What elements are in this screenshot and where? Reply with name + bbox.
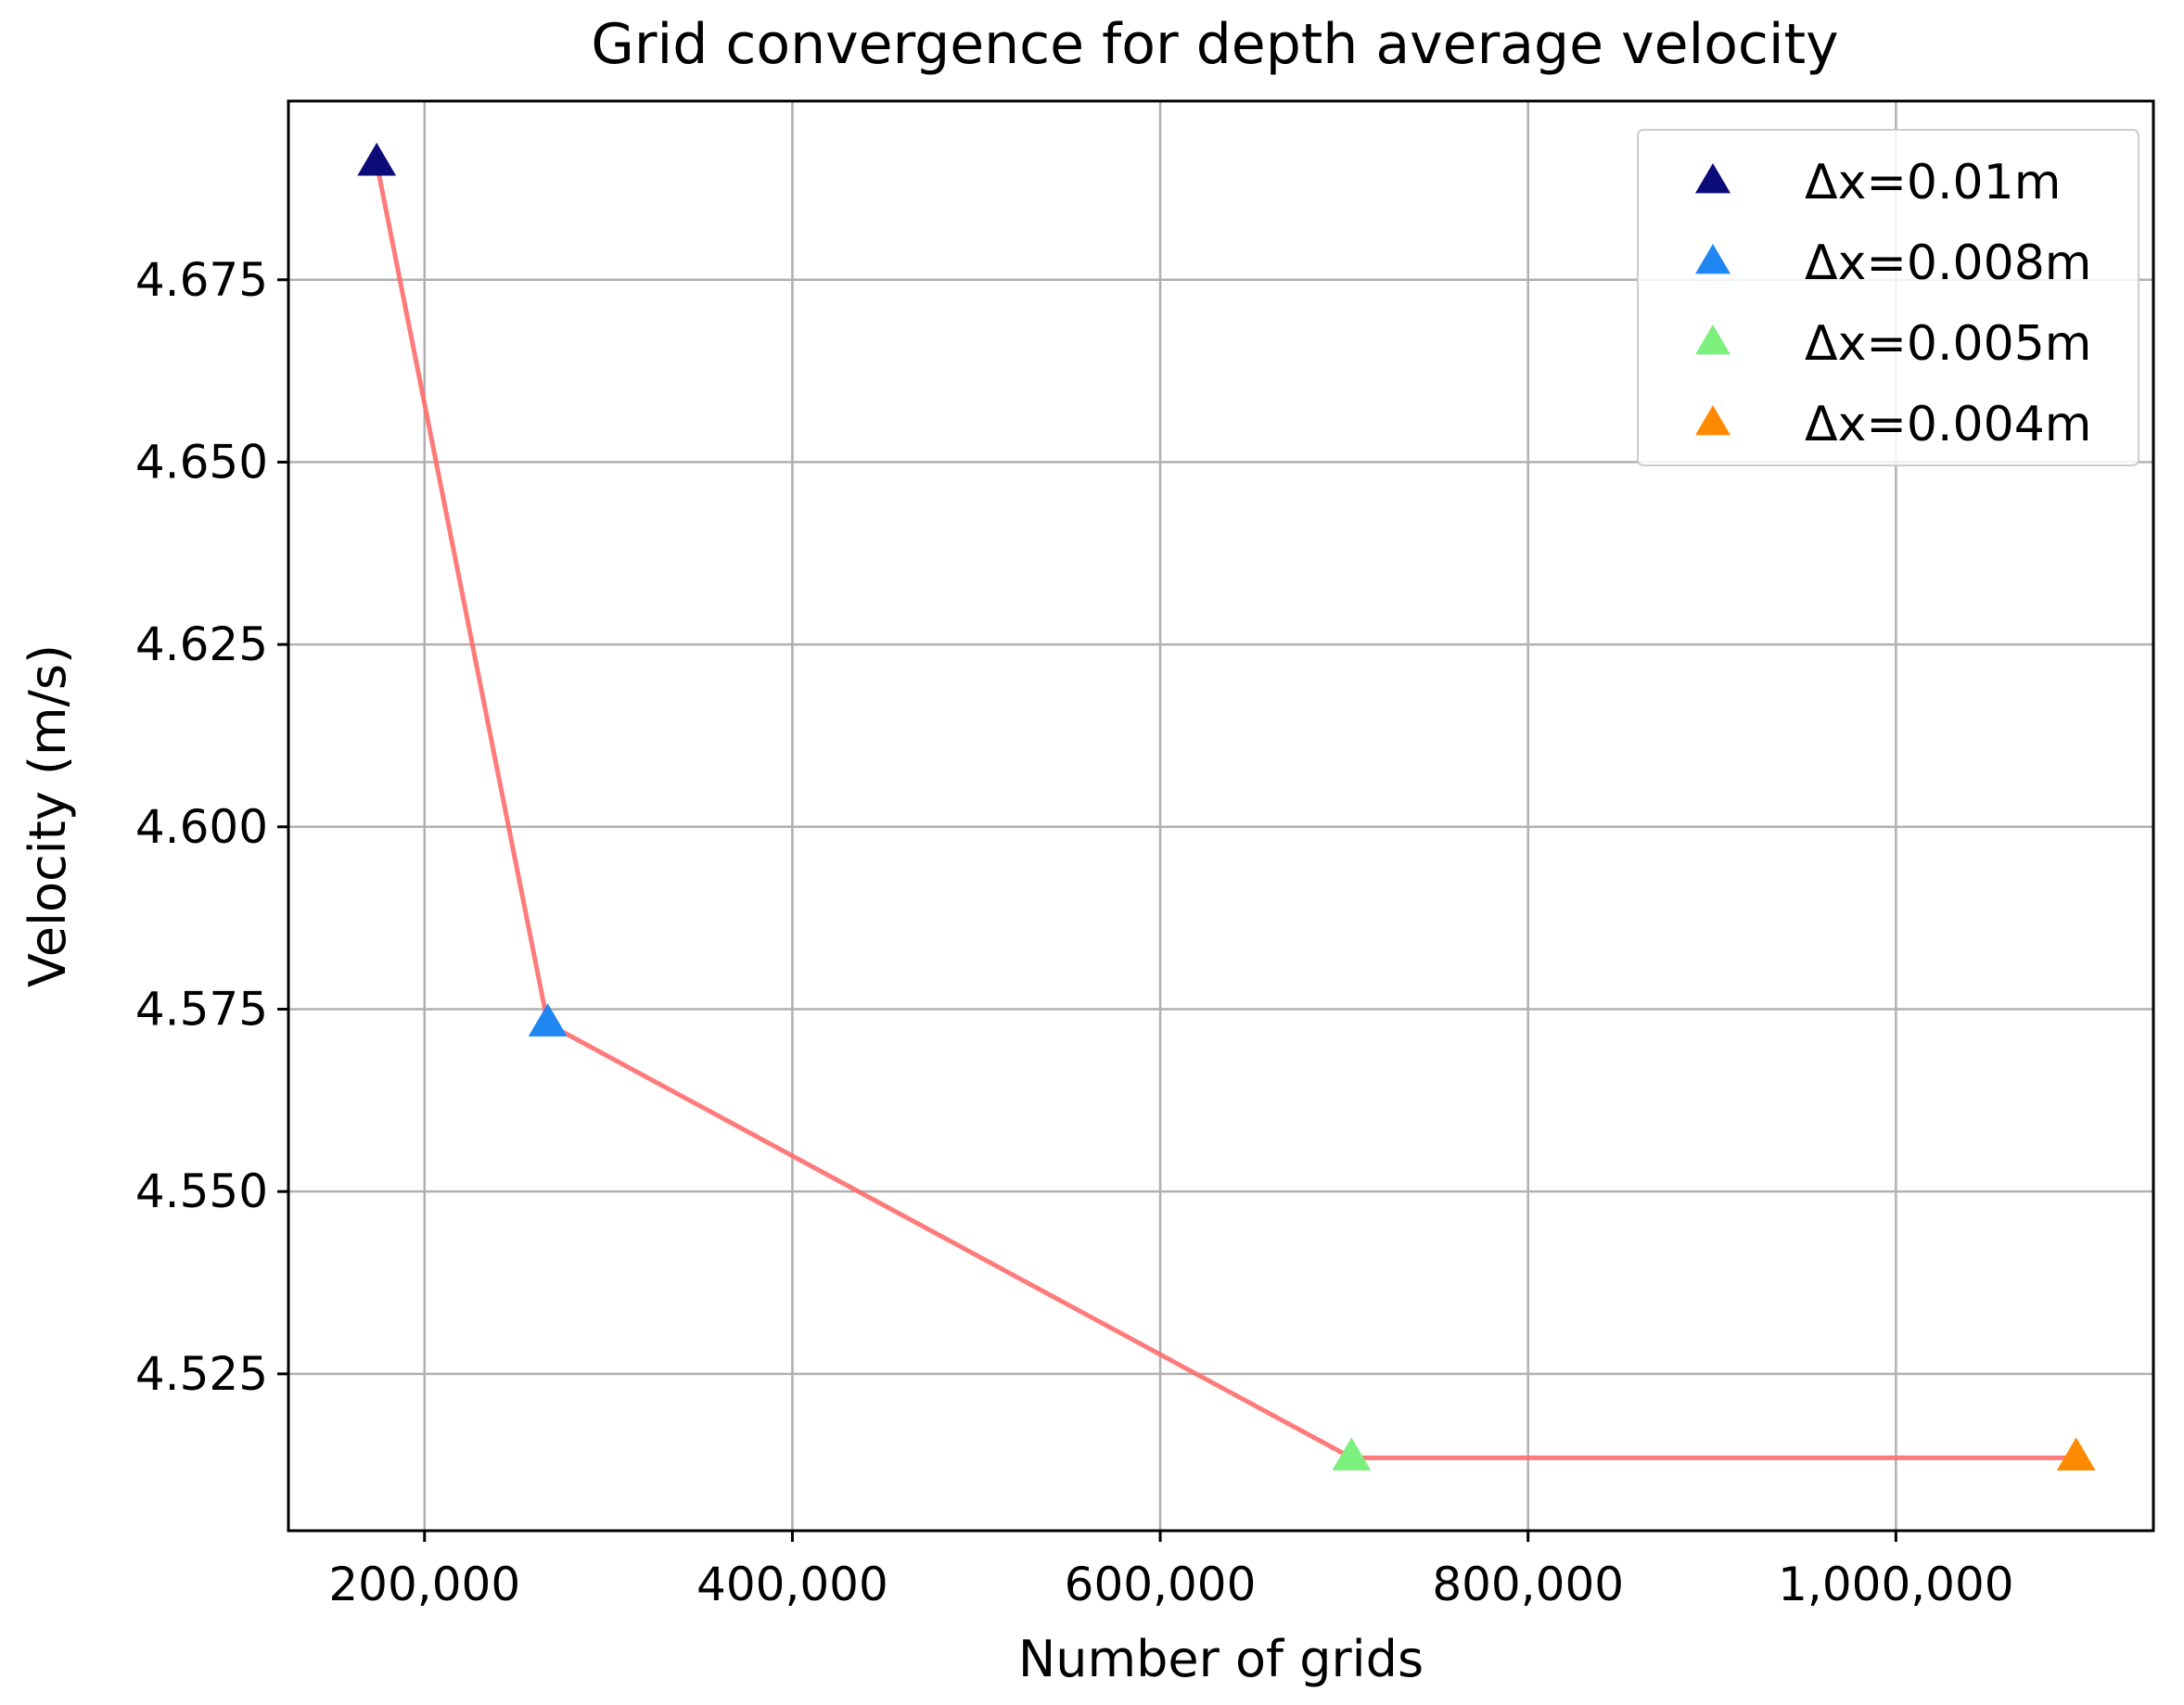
legend-marker <box>1695 244 1731 274</box>
connecting-line-layer <box>374 162 2076 1460</box>
data-point-marker <box>357 142 397 176</box>
x-tick-label: 1,000,000 <box>1778 1558 2013 1611</box>
x-tick-label: 200,000 <box>328 1558 520 1611</box>
y-axis-label: Velocity (m/s) <box>19 644 77 987</box>
legend-label: Δx=0.01m <box>1805 155 2061 210</box>
legend-label: Δx=0.008m <box>1805 235 2091 291</box>
x-axis-ticks: 200,000 400,000 600,000 800,000 1,000,000 <box>328 1531 2014 1611</box>
y-tick-label: 4.525 <box>135 1347 268 1401</box>
y-tick-label: 4.625 <box>135 617 268 671</box>
y-tick-label: 4.600 <box>135 800 268 854</box>
x-axis-label: Number of grids <box>1018 1630 1424 1688</box>
data-point-marker <box>2056 1437 2096 1470</box>
legend-label: Δx=0.005m <box>1805 316 2091 372</box>
grid-lines <box>288 101 2153 1531</box>
x-tick-label: 600,000 <box>1065 1558 1257 1611</box>
connecting-line <box>374 162 2076 1460</box>
y-tick-label: 4.575 <box>135 982 268 1036</box>
marker-layer <box>357 142 2096 1470</box>
legend-marker <box>1695 163 1731 194</box>
x-tick-label: 800,000 <box>1432 1558 1624 1611</box>
y-tick-label: 4.675 <box>135 253 268 307</box>
legend-box <box>1637 129 2139 466</box>
data-point-marker <box>528 1003 568 1037</box>
plot-frame <box>287 99 2155 1533</box>
chart-title: Grid convergence for depth average veloc… <box>591 12 1838 77</box>
x-tick-label: 400,000 <box>696 1558 888 1611</box>
y-axis-ticks: 4.525 4.550 4.575 4.600 4.625 4.650 4.675 <box>135 253 288 1401</box>
y-tick-label: 4.650 <box>135 435 268 489</box>
data-point-marker <box>1332 1437 1372 1470</box>
legend: Δx=0.01m Δx=0.008m Δx=0.005m Δx=0.004m <box>1637 129 2139 466</box>
legend-marker <box>1695 405 1731 436</box>
legend-label: Δx=0.004m <box>1805 397 2091 452</box>
legend-marker <box>1695 324 1731 355</box>
y-tick-label: 4.550 <box>135 1164 268 1218</box>
